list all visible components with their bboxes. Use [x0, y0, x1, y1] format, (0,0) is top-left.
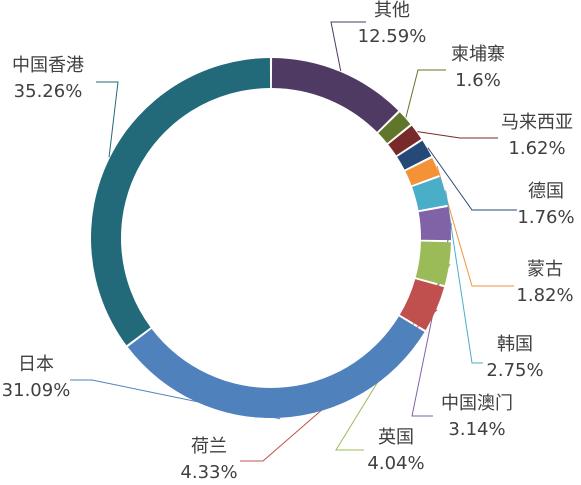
slice-name-label: 蒙古 — [527, 259, 563, 280]
leader-line-10 — [96, 81, 119, 158]
leader-line-4 — [436, 165, 514, 287]
slice-percent-label: 31.09% — [2, 380, 71, 401]
slice-name-label: 德国 — [528, 181, 564, 202]
slice-name-label: 荷兰 — [191, 436, 227, 457]
slice-6 — [418, 206, 451, 241]
slice-name-label: 马来西亚 — [501, 112, 573, 133]
slice-percent-label: 4.04% — [367, 453, 424, 474]
slice-name-label: 中国澳门 — [441, 393, 513, 414]
slice-9 — [127, 316, 425, 419]
slice-name-label: 日本 — [18, 354, 54, 375]
slice-percent-label: 12.59% — [358, 26, 427, 47]
leader-line-3 — [427, 147, 517, 211]
slice-0 — [271, 58, 399, 132]
slice-name-label: 韩国 — [497, 334, 533, 355]
slice-percent-label: 1.6% — [455, 70, 501, 91]
slice-5 — [412, 176, 448, 211]
slice-3 — [397, 140, 432, 170]
slice-percent-label: 4.33% — [180, 462, 237, 483]
leader-line-0 — [330, 21, 366, 72]
slice-2 — [388, 125, 422, 156]
slice-name-label: 其他 — [374, 0, 410, 21]
leader-line-9 — [70, 379, 281, 420]
slice-8 — [399, 279, 445, 331]
slice-7 — [415, 241, 451, 286]
slice-1 — [378, 112, 411, 144]
slice-name-label: 中国香港 — [12, 55, 84, 76]
leader-line-1 — [405, 69, 446, 118]
slice-10 — [90, 58, 271, 346]
slice-percent-label: 3.14% — [448, 419, 505, 440]
slice-name-label: 柬埔寨 — [451, 44, 505, 65]
slice-4 — [405, 157, 440, 186]
slice-name-label: 英国 — [378, 427, 414, 448]
leader-line-5 — [445, 190, 483, 364]
slice-percent-label: 1.76% — [517, 207, 574, 228]
slice-percent-label: 1.62% — [508, 138, 565, 159]
slice-percent-label: 2.75% — [486, 360, 543, 381]
slice-percent-label: 1.82% — [516, 285, 573, 306]
slice-percent-label: 35.26% — [14, 81, 83, 102]
leader-line-2 — [417, 131, 498, 139]
